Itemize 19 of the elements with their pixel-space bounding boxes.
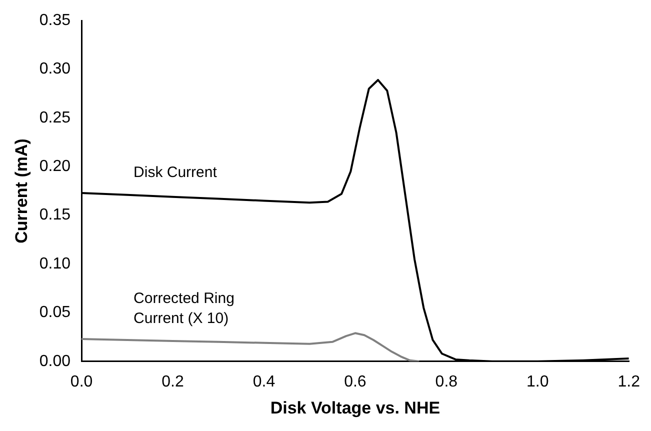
x-tick-label: 0.6: [344, 373, 366, 390]
y-tick-label: 0.00: [39, 352, 71, 370]
x-tick-label: 1.0: [526, 373, 549, 390]
y-tick-label: 0.20: [39, 158, 71, 176]
y-tick-label: 0.35: [39, 12, 71, 30]
y-tick-label: 0.05: [39, 304, 71, 322]
x-axis-title: Disk Voltage vs. NHE: [270, 398, 440, 418]
y-tick-label: 0.10: [39, 255, 71, 272]
y-tick-label: 0.15: [39, 206, 71, 224]
y-axis-title: Current (mA): [12, 138, 31, 244]
x-tick-label: 0.0: [70, 373, 93, 390]
y-tick-label: 0.30: [39, 60, 71, 78]
x-tick-label: 0.8: [435, 373, 458, 390]
series-label: Corrected Ring Current (X 10): [134, 290, 234, 328]
x-tick-label: 0.2: [162, 373, 184, 390]
series-label: Disk Current: [134, 164, 218, 181]
x-tick-label: 0.4: [252, 373, 276, 390]
x-tick-label: 1.2: [618, 373, 640, 390]
y-tick-label: 0.25: [39, 109, 71, 126]
